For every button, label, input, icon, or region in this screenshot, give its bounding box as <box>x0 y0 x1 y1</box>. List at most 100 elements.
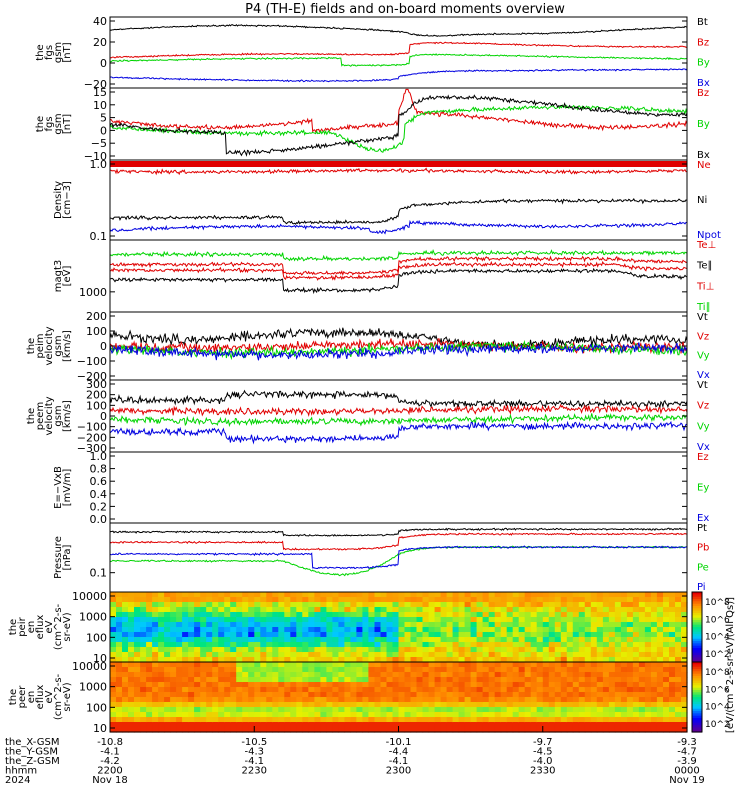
spectrogram-cell <box>404 597 412 603</box>
x-row-value: -4.2 <box>100 756 120 767</box>
spectrogram-cell <box>506 627 514 633</box>
y-axis-label: magt3 <box>53 260 64 293</box>
spectrogram-cell <box>681 597 688 603</box>
spectrogram-cell <box>410 637 418 643</box>
colorbar-cell <box>692 685 702 689</box>
spectrogram-cell <box>284 657 291 663</box>
spectrogram-cell <box>578 642 586 648</box>
spectrogram-cell <box>278 672 285 678</box>
spectrogram-cell <box>164 677 171 683</box>
spectrogram-cell <box>344 647 351 653</box>
spectrogram-cell <box>302 677 309 683</box>
colorbar-tick: 10^2 <box>705 720 730 730</box>
spectrogram-cell <box>584 657 592 663</box>
spectrogram-cell <box>488 677 496 683</box>
spectrogram-cell <box>266 602 273 608</box>
spectrogram-cell <box>620 692 628 698</box>
spectrogram-cell <box>338 687 345 693</box>
spectrogram-cell <box>152 602 159 608</box>
spectrogram-cell <box>578 662 586 668</box>
spectrogram-cell <box>158 632 165 638</box>
spectrogram-cell <box>428 717 436 723</box>
spectrogram-cell <box>663 667 670 673</box>
spectrogram-cell <box>110 662 117 668</box>
spectrogram-cell <box>554 662 562 668</box>
spectrogram-cell <box>681 592 688 598</box>
spectrogram-cell <box>500 642 508 648</box>
spectrogram-cell <box>152 702 159 708</box>
spectrogram-cell <box>212 612 219 618</box>
spectrogram-cell <box>278 622 285 628</box>
spectrogram-cell <box>134 687 141 693</box>
spectrogram-cell <box>566 662 574 668</box>
spectrogram-cell <box>164 712 171 718</box>
spectrogram-cell <box>146 592 153 598</box>
spectrogram-cell <box>512 697 520 703</box>
spectrogram-cell <box>548 672 556 678</box>
spectrogram-cell <box>434 682 442 688</box>
spectrogram-cell <box>266 727 273 733</box>
spectrogram-cell <box>140 612 147 618</box>
spectrogram-cell <box>224 607 231 613</box>
spectrogram-cell <box>296 722 303 728</box>
spectrogram-cell <box>669 657 676 663</box>
spectrogram-cell <box>590 642 598 648</box>
spectrogram-cell <box>410 622 418 628</box>
spectrogram-cell <box>332 657 339 663</box>
spectrogram-cell <box>434 647 442 653</box>
spectrogram-cell <box>182 627 189 633</box>
spectrogram-cell <box>278 662 285 668</box>
legend-efield-Ez: Ez <box>697 452 709 463</box>
spectrogram-cell <box>272 632 279 638</box>
colorbar-label: [eV/(cm^2-s-sr-eV)(All Qs)] <box>725 597 736 733</box>
spectrogram-cell <box>146 687 153 693</box>
spectrogram-cell <box>236 657 243 663</box>
legend-pressure-Pi: Pi <box>697 582 706 593</box>
spectrogram-cell <box>681 622 688 628</box>
spectrogram-cell <box>675 712 682 718</box>
spectrogram-cell <box>663 697 670 703</box>
spectrogram-cell <box>296 692 303 698</box>
spectrogram-cell <box>614 632 622 638</box>
chart-title: P4 (TH-E) fields and on-board moments ov… <box>245 2 565 17</box>
spectrogram-cell <box>236 652 243 658</box>
spectrogram-cell <box>374 712 382 718</box>
spectrogram-cell <box>542 602 550 608</box>
spectrogram-cell <box>116 692 123 698</box>
spectrogram-cell <box>626 717 634 723</box>
spectrogram-cell <box>560 687 568 693</box>
spectrogram-cell <box>368 612 375 618</box>
spectrogram-cell <box>350 637 357 643</box>
spectrogram-cell <box>446 607 454 613</box>
spectrogram-cell <box>206 652 213 658</box>
spectrogram-cell <box>110 712 117 718</box>
spectrogram-cell <box>302 682 309 688</box>
y-tick-label: 300 <box>86 378 107 391</box>
spectrogram-cell <box>566 707 574 713</box>
spectrogram-cell <box>638 597 646 603</box>
spectrogram-cell <box>212 667 219 673</box>
spectrogram-cell <box>134 612 141 618</box>
series-line-electron-velocity-3 <box>109 420 688 445</box>
legend-ion-velocity-Vx: Vx <box>697 370 710 381</box>
spectrogram-cell <box>296 622 303 628</box>
spectrogram-cell <box>122 697 129 703</box>
spectrogram-cell <box>338 607 345 613</box>
spectrogram-cell <box>572 627 580 633</box>
spectrogram-cell <box>164 627 171 633</box>
spectrogram-cell <box>428 677 436 683</box>
spectrogram-cell <box>464 667 472 673</box>
spectrogram-cell <box>536 607 544 613</box>
spectrogram-cell <box>212 727 219 733</box>
spectrogram-cell <box>260 682 267 688</box>
spectrogram-cell <box>464 597 472 603</box>
spectrogram-cell <box>656 697 664 703</box>
spectrogram-cell <box>656 607 664 613</box>
colorbar-cell <box>692 650 702 654</box>
spectrogram-cell <box>669 687 676 693</box>
spectrogram-cell <box>272 612 279 618</box>
spectrogram-cell <box>134 682 141 688</box>
spectrogram-cell <box>590 682 598 688</box>
spectrogram-cell <box>260 712 267 718</box>
spectrogram-cell <box>170 692 177 698</box>
